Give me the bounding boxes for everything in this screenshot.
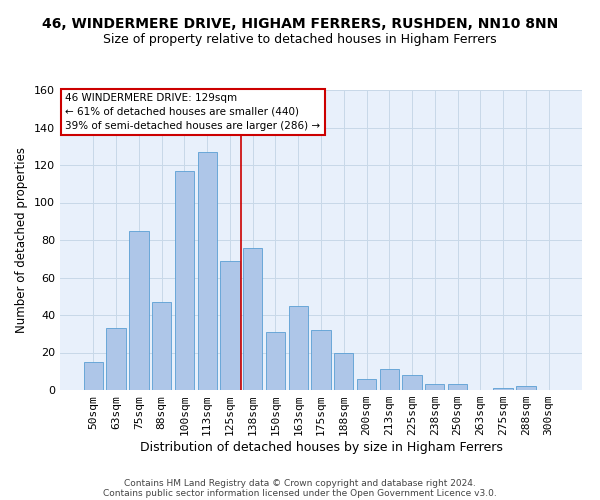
Text: 46, WINDERMERE DRIVE, HIGHAM FERRERS, RUSHDEN, NN10 8NN: 46, WINDERMERE DRIVE, HIGHAM FERRERS, RU… (42, 18, 558, 32)
Bar (152, 302, 172, 390)
Bar (197, 152, 217, 390)
Bar (425, 384, 445, 390)
Bar (311, 330, 331, 390)
Text: Size of property relative to detached houses in Higham Ferrers: Size of property relative to detached ho… (103, 32, 497, 46)
Bar (84, 362, 103, 390)
Bar (334, 352, 353, 390)
Text: Contains HM Land Registry data © Crown copyright and database right 2024.: Contains HM Land Registry data © Crown c… (124, 478, 476, 488)
Bar (289, 306, 308, 390)
Bar (493, 388, 513, 390)
X-axis label: Distribution of detached houses by size in Higham Ferrers: Distribution of detached houses by size … (140, 441, 502, 454)
Text: Contains public sector information licensed under the Open Government Licence v3: Contains public sector information licen… (103, 488, 497, 498)
Bar (448, 384, 467, 390)
Bar (220, 260, 239, 390)
Bar (380, 370, 399, 390)
Bar (243, 248, 262, 390)
Bar (516, 386, 536, 390)
Bar (266, 332, 285, 390)
Bar (357, 379, 376, 390)
Bar (175, 170, 194, 390)
Bar (106, 328, 126, 390)
Y-axis label: Number of detached properties: Number of detached properties (16, 147, 28, 333)
Text: 46 WINDERMERE DRIVE: 129sqm
← 61% of detached houses are smaller (440)
39% of se: 46 WINDERMERE DRIVE: 129sqm ← 61% of det… (65, 93, 320, 131)
Bar (403, 375, 422, 390)
Bar (129, 230, 149, 390)
